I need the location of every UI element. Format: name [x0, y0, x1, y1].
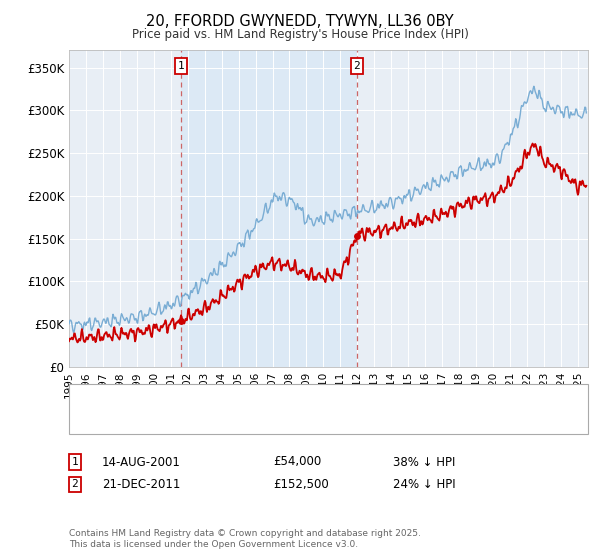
Text: ─────: ─────	[78, 393, 112, 403]
Text: 20, FFORDD GWYNEDD, TYWYN, LL36 0BY (detached house): 20, FFORDD GWYNEDD, TYWYN, LL36 0BY (det…	[114, 393, 450, 403]
Text: 38% ↓ HPI: 38% ↓ HPI	[393, 455, 455, 469]
Text: 20, FFORDD GWYNEDD, TYWYN, LL36 0BY: 20, FFORDD GWYNEDD, TYWYN, LL36 0BY	[146, 14, 454, 29]
Text: 14-AUG-2001: 14-AUG-2001	[102, 455, 181, 469]
Text: £54,000: £54,000	[273, 455, 321, 469]
Text: 2: 2	[353, 61, 360, 71]
Text: 1: 1	[178, 61, 185, 71]
Text: Contains HM Land Registry data © Crown copyright and database right 2025.
This d: Contains HM Land Registry data © Crown c…	[69, 529, 421, 549]
Text: 21-DEC-2011: 21-DEC-2011	[102, 478, 181, 491]
Text: HPI: Average price, detached house, Gwynedd: HPI: Average price, detached house, Gwyn…	[114, 417, 373, 426]
Text: 24% ↓ HPI: 24% ↓ HPI	[393, 478, 455, 491]
Text: 2: 2	[71, 479, 79, 489]
Bar	[181, 50, 357, 367]
Text: 1: 1	[71, 457, 79, 467]
Text: £152,500: £152,500	[273, 478, 329, 491]
Text: ─────: ─────	[78, 417, 112, 426]
Text: Price paid vs. HM Land Registry's House Price Index (HPI): Price paid vs. HM Land Registry's House …	[131, 28, 469, 41]
